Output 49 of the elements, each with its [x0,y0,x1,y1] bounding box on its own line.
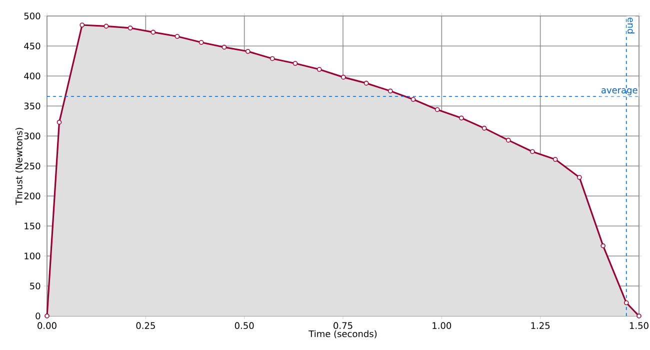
point [434,107,440,112]
x-tick-label: 1.00 [432,322,452,329]
x-tick-label: 0.75 [334,322,352,329]
point [530,149,535,154]
y-tick-label: 450 [24,42,40,50]
point [636,314,642,318]
y-tick-label: 300 [24,132,40,140]
y-tick-label: 500 [24,12,40,20]
x-tick-label: 0.00 [38,322,56,329]
y-tick-label: 100 [24,252,40,260]
y-tick-label: 200 [24,192,40,200]
point [410,96,416,102]
point [174,34,180,39]
y-tick-label: 0 [36,312,40,320]
point [150,30,156,35]
point [600,243,606,248]
point [364,80,369,86]
point [104,24,109,29]
point [552,156,558,162]
y-tick-label: 350 [24,102,40,110]
point [482,126,487,131]
y-tick-label: 400 [24,72,40,80]
point [624,300,629,306]
x-tick-label: 0.50 [234,322,254,329]
point [56,120,62,125]
point [245,49,250,54]
x-axis-title: Time (seconds) [308,330,377,338]
point [316,66,322,72]
point [388,88,393,94]
ref-line-label: average [601,88,638,96]
point [340,74,346,80]
point [577,174,582,180]
x-tick-label: 1.50 [630,322,648,329]
point [198,40,204,45]
ref-line-label: end [628,18,635,34]
y-tick-label: 250 [24,162,40,170]
point [44,314,50,318]
x-tick-label: 1.25 [531,322,550,329]
y-tick-label: 150 [24,222,40,230]
point [459,116,464,120]
point [222,44,227,50]
point [80,22,85,28]
x-tick-label: 0.25 [136,322,155,329]
y-tick-label: 50 [30,282,40,290]
point [270,56,275,61]
point [292,60,298,66]
y-axis-title: Thrust (Newtons) [15,128,24,205]
point [506,138,511,143]
point [128,26,133,30]
